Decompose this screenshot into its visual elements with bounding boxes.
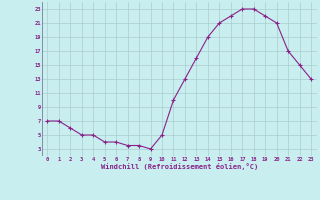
X-axis label: Windchill (Refroidissement éolien,°C): Windchill (Refroidissement éolien,°C): [100, 163, 258, 170]
